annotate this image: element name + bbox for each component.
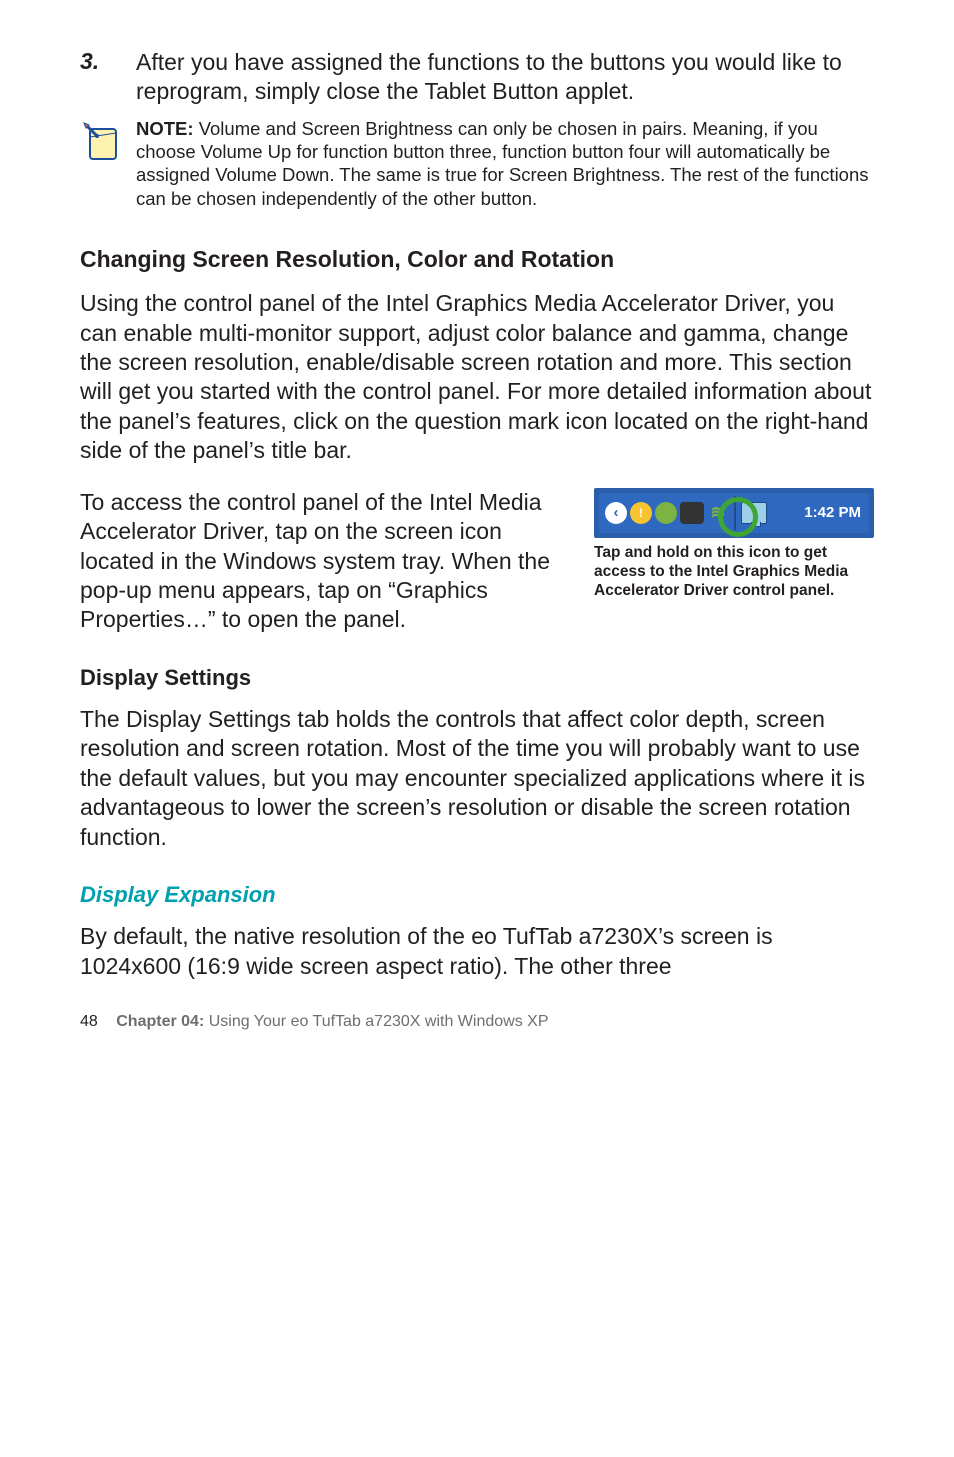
page-footer: 48 Chapter 04: Using Your eo TufTab a723… xyxy=(80,1013,874,1031)
chapter-title: Using Your eo TufTab a7230X with Windows… xyxy=(204,1013,548,1030)
systray-screenshot: ‹ ! ≋ 1:42 PM xyxy=(594,488,874,538)
section2-paragraph1: The Display Settings tab holds the contr… xyxy=(80,705,874,852)
chevron-left-icon: ‹ xyxy=(605,502,627,524)
status-green-icon xyxy=(655,502,677,524)
two-column-block: To access the control panel of the Intel… xyxy=(80,488,874,635)
signal-icon: ≋ xyxy=(707,502,729,524)
chapter-label: Chapter 04: xyxy=(116,1013,204,1030)
section3-paragraph1: By default, the native resolution of the… xyxy=(80,922,874,981)
note-block: NOTE: Volume and Screen Brightness can o… xyxy=(80,117,874,210)
note-label: NOTE: xyxy=(136,118,194,139)
note-text: NOTE: Volume and Screen Brightness can o… xyxy=(136,117,874,210)
shield-icon: ! xyxy=(630,502,652,524)
device-icon xyxy=(680,502,704,524)
systray-caption: Tap and hold on this icon to get access … xyxy=(594,544,874,601)
subsection-display-settings: Display Settings xyxy=(80,665,874,691)
page-number: 48 xyxy=(80,1013,98,1030)
systray-inner: ‹ ! ≋ 1:42 PM xyxy=(599,493,869,533)
numbered-step: 3. After you have assigned the functions… xyxy=(80,48,874,107)
section1-paragraph2: To access the control panel of the Intel… xyxy=(80,488,566,635)
note-body: Volume and Screen Brightness can only be… xyxy=(136,118,869,209)
display-icon xyxy=(741,502,767,524)
step-text: After you have assigned the functions to… xyxy=(136,48,874,107)
subsection-display-expansion: Display Expansion xyxy=(80,882,874,908)
section1-paragraph1: Using the control panel of the Intel Gra… xyxy=(80,289,874,466)
tray-clock: 1:42 PM xyxy=(804,504,863,521)
tray-separator xyxy=(734,496,736,530)
step-number: 3. xyxy=(80,48,136,107)
section-heading-resolution: Changing Screen Resolution, Color and Ro… xyxy=(80,246,874,273)
note-icon xyxy=(80,117,136,210)
